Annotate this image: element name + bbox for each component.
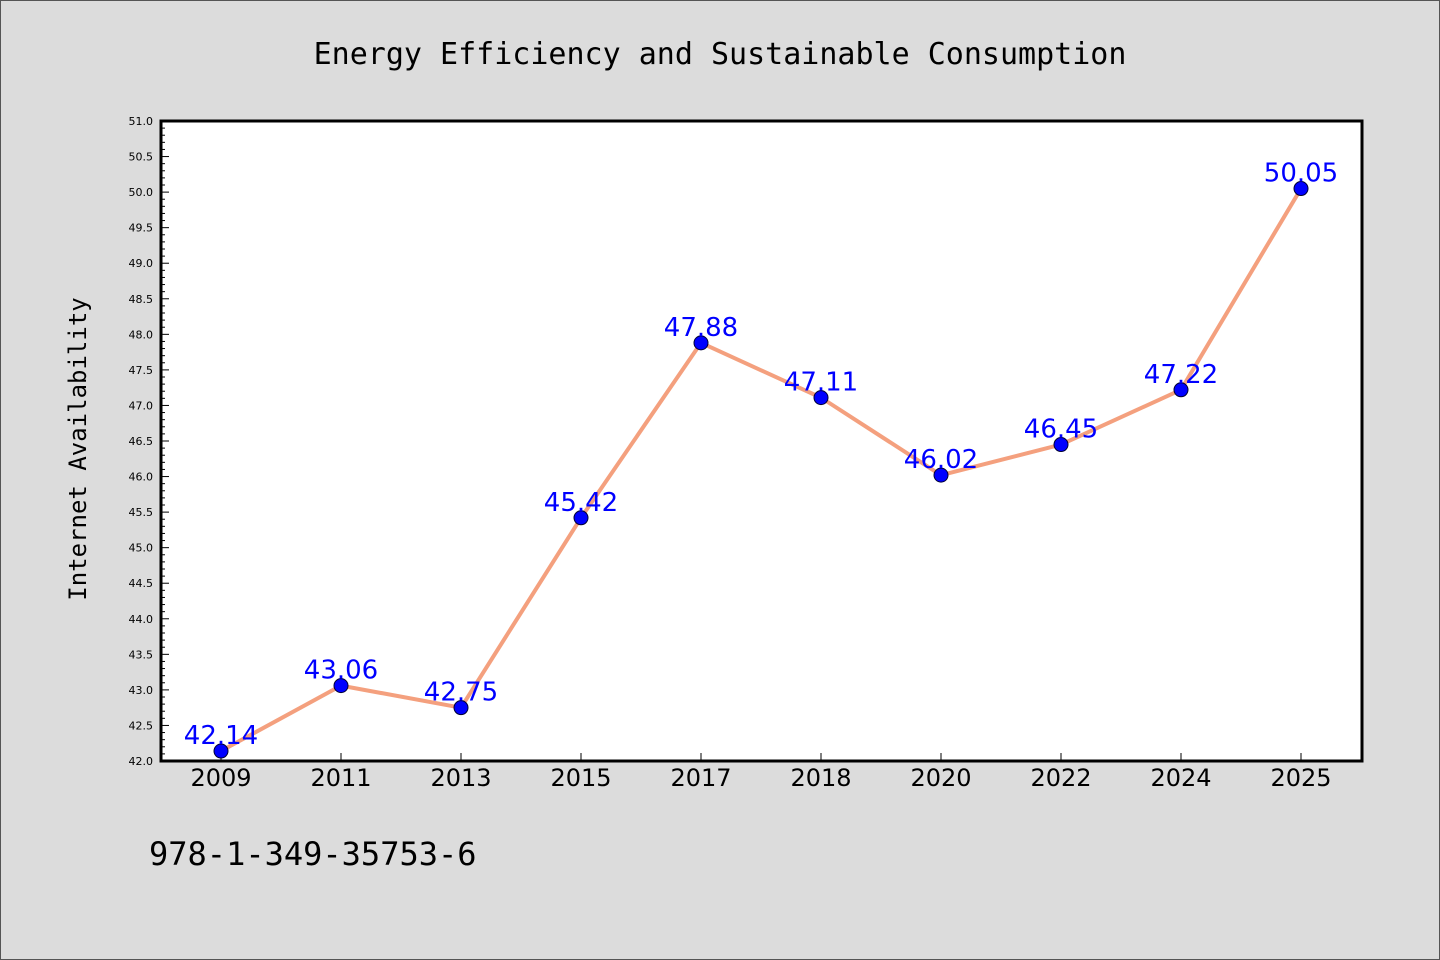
data-point: [933, 467, 949, 483]
data-label: 45.42: [544, 488, 618, 518]
data-point: [213, 743, 229, 759]
y-tick-label: 48.0: [129, 328, 154, 341]
data-point: [813, 390, 829, 406]
data-point: [333, 678, 349, 694]
data-markers: [213, 181, 1309, 759]
isbn-annotation: 978-1-349-35753-6: [149, 835, 477, 873]
y-axis-label: Internet Availability: [64, 297, 92, 600]
y-tick-label: 44.5: [129, 577, 154, 590]
y-tick-label: 51.0: [129, 115, 154, 128]
data-point: [573, 510, 589, 526]
y-tick-label: 42.0: [129, 755, 154, 768]
x-tick-label: 2022: [1030, 764, 1091, 792]
x-tick-label: 2025: [1270, 764, 1331, 792]
y-tick-label: 49.5: [129, 222, 154, 235]
y-tick-label: 45.5: [129, 506, 154, 519]
data-point: [693, 335, 709, 351]
data-label: 42.75: [424, 678, 498, 708]
x-tick-label: 2015: [550, 764, 611, 792]
data-label: 47.22: [1144, 360, 1218, 390]
data-label: 47.11: [784, 368, 858, 398]
x-tick-label: 2024: [1150, 764, 1211, 792]
plot-area: [159, 119, 1364, 763]
y-tick-label: 43.0: [129, 684, 154, 697]
data-label: 42.14: [184, 721, 258, 751]
data-point: [1293, 181, 1309, 197]
y-tick-label: 43.5: [129, 648, 154, 661]
chart-title: Energy Efficiency and Sustainable Consum…: [314, 37, 1127, 72]
x-tick-label: 2013: [430, 764, 491, 792]
series-line: [220, 187, 1303, 753]
x-tick-label: 2020: [910, 764, 971, 792]
y-tick-label: 48.5: [129, 293, 154, 306]
y-tick-label: 47.5: [129, 364, 154, 377]
data-point: [1053, 437, 1069, 453]
y-tick-label: 49.0: [129, 257, 154, 270]
y-tick-label: 47.0: [129, 399, 154, 412]
y-tick-label: 46.5: [129, 435, 154, 448]
x-tick-label: 2009: [190, 764, 251, 792]
x-tick-label: 2017: [670, 764, 731, 792]
data-label: 43.06: [304, 656, 378, 686]
data-labels: 42.14 43.06 42.75 45.42 47.88 47.11 46.02 46.45…: [184, 159, 1338, 751]
y-axis-ticks: 42.0 42.5 43.0 43.5 44.0 44.5 45.0 45.5 46.0 46.5…: [129, 115, 169, 768]
x-tick-label: 2011: [310, 764, 371, 792]
y-tick-label: 45.0: [129, 542, 154, 555]
y-tick-label: 42.5: [129, 719, 154, 732]
data-point: [1173, 382, 1189, 398]
y-tick-label: 44.0: [129, 613, 154, 626]
data-label: 46.02: [904, 445, 978, 475]
y-tick-label: 46.0: [129, 471, 154, 484]
data-label: 50.05: [1264, 159, 1338, 189]
x-axis-ticks: 2009 2011 2013 2015 2017 2018 2020 2022 2024 2025: [190, 753, 1332, 792]
x-tick-label: 2018: [790, 764, 851, 792]
y-tick-label: 50.0: [129, 186, 154, 199]
data-label: 46.45: [1024, 415, 1098, 445]
data-point: [453, 700, 469, 716]
data-label: 47.88: [664, 313, 738, 343]
y-tick-label: 50.5: [129, 151, 154, 164]
